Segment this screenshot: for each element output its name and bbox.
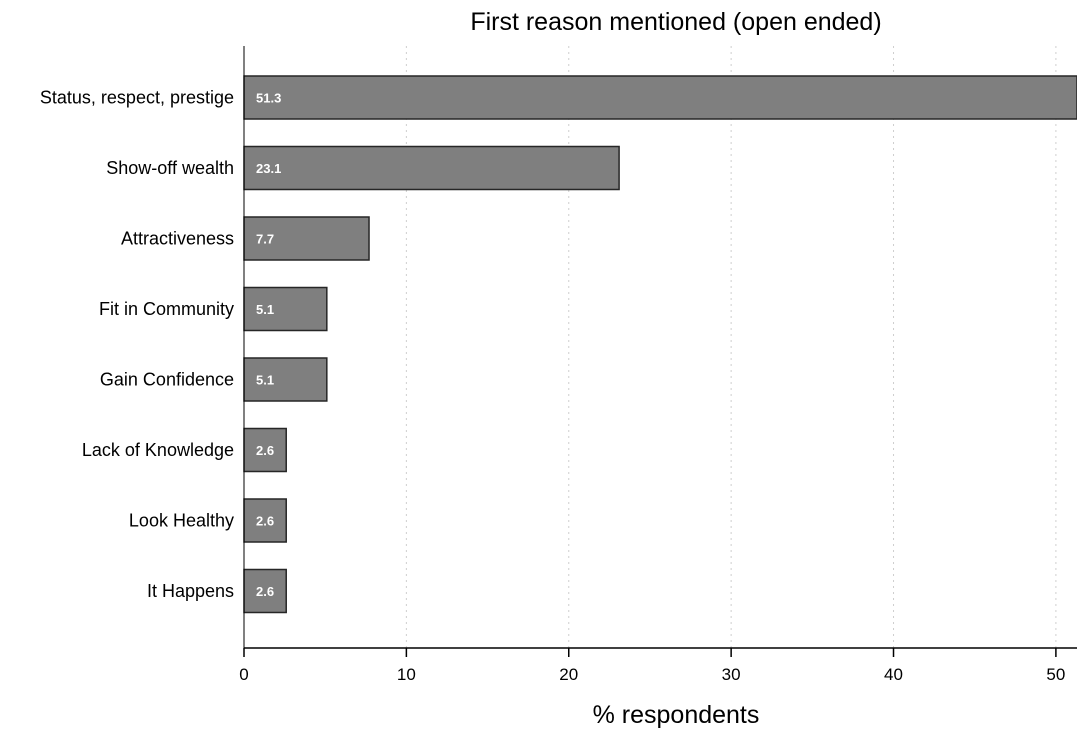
bar-2 xyxy=(243,145,620,191)
x-tick-label: 10 xyxy=(397,665,416,684)
bar-3 xyxy=(243,216,370,261)
category-label: It Happens xyxy=(147,581,234,601)
grid-layer xyxy=(405,46,1057,648)
x-tick-label: 20 xyxy=(559,665,578,684)
x-tick-label: 30 xyxy=(722,665,741,684)
bar-6 xyxy=(243,427,287,473)
chart-title: First reason mentioned (open ended) xyxy=(470,8,881,36)
data-label: 7.7 xyxy=(256,232,274,247)
bar-7 xyxy=(243,498,287,543)
category-label: Attractiveness xyxy=(121,229,234,249)
data-label: 2.6 xyxy=(256,584,274,599)
category-label: Fit in Community xyxy=(99,299,234,319)
x-tick-label: 40 xyxy=(884,665,903,684)
category-label: Gain Confidence xyxy=(100,370,234,390)
category-label: Look Healthy xyxy=(129,511,234,531)
category-label: Status, respect, prestige xyxy=(40,88,234,108)
category-label: Lack of Knowledge xyxy=(82,440,234,460)
bar-layer: Status, respect, prestige 51.3 Show-off we… xyxy=(40,75,1077,614)
data-label: 51.3 xyxy=(256,91,281,106)
data-label: 2.6 xyxy=(256,443,274,458)
data-label: 5.1 xyxy=(256,302,274,317)
data-label: 5.1 xyxy=(256,373,274,388)
bar-4 xyxy=(243,286,328,332)
axis-layer: 0 10 20 30 40 50 xyxy=(239,46,1077,684)
x-axis-title: % respondents xyxy=(593,701,760,729)
x-tick-label: 0 xyxy=(239,665,248,684)
x-tick-label: 50 xyxy=(1046,665,1065,684)
bar-1 xyxy=(243,75,1077,120)
data-label: 2.6 xyxy=(256,514,274,529)
data-label: 23.1 xyxy=(256,161,281,176)
category-label: Show-off wealth xyxy=(106,158,234,178)
